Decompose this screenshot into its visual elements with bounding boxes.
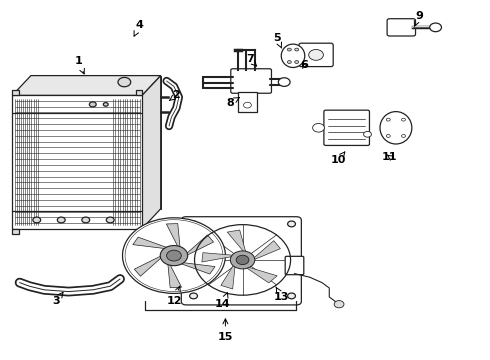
Circle shape — [122, 218, 225, 293]
Polygon shape — [12, 90, 19, 95]
Circle shape — [402, 135, 406, 138]
Circle shape — [386, 118, 390, 121]
Text: 14: 14 — [215, 293, 231, 309]
Text: 15: 15 — [218, 319, 233, 342]
Polygon shape — [142, 76, 161, 229]
Circle shape — [287, 60, 291, 63]
Polygon shape — [168, 264, 181, 288]
Circle shape — [244, 102, 251, 108]
Polygon shape — [31, 76, 161, 209]
Polygon shape — [12, 76, 161, 95]
Ellipse shape — [380, 112, 412, 144]
Polygon shape — [134, 256, 162, 276]
Circle shape — [288, 293, 295, 299]
Text: 5: 5 — [273, 33, 282, 48]
Circle shape — [89, 102, 96, 107]
FancyBboxPatch shape — [181, 217, 301, 305]
Polygon shape — [136, 90, 142, 95]
Text: 1: 1 — [74, 56, 84, 74]
Circle shape — [386, 135, 390, 138]
Text: 9: 9 — [414, 11, 423, 27]
Polygon shape — [136, 229, 142, 234]
Circle shape — [230, 251, 255, 269]
Text: 11: 11 — [382, 152, 397, 162]
Circle shape — [106, 217, 114, 223]
FancyBboxPatch shape — [299, 43, 333, 67]
Text: 8: 8 — [226, 98, 240, 108]
FancyBboxPatch shape — [285, 256, 304, 275]
Polygon shape — [246, 267, 277, 283]
Text: 4: 4 — [134, 20, 144, 36]
Circle shape — [278, 78, 290, 86]
Text: 12: 12 — [166, 286, 182, 306]
Text: 13: 13 — [274, 287, 290, 302]
Circle shape — [313, 123, 324, 132]
Circle shape — [167, 250, 181, 261]
Text: 10: 10 — [330, 152, 346, 165]
Circle shape — [364, 131, 371, 137]
Circle shape — [430, 23, 441, 32]
Polygon shape — [221, 265, 235, 289]
Circle shape — [294, 48, 298, 51]
Text: 6: 6 — [300, 60, 308, 70]
Circle shape — [288, 221, 295, 227]
Circle shape — [334, 301, 344, 308]
FancyBboxPatch shape — [387, 19, 416, 36]
Circle shape — [118, 77, 131, 87]
Polygon shape — [253, 240, 280, 260]
Circle shape — [33, 217, 41, 223]
Polygon shape — [167, 224, 180, 248]
Polygon shape — [180, 262, 215, 274]
Circle shape — [236, 255, 249, 265]
Circle shape — [190, 293, 197, 299]
FancyBboxPatch shape — [324, 110, 369, 145]
Circle shape — [160, 246, 188, 266]
Ellipse shape — [281, 44, 305, 68]
Circle shape — [402, 118, 406, 121]
Text: 3: 3 — [52, 292, 63, 306]
Polygon shape — [227, 230, 246, 252]
Polygon shape — [186, 235, 214, 256]
FancyBboxPatch shape — [231, 69, 271, 93]
Circle shape — [82, 217, 90, 223]
Polygon shape — [12, 229, 19, 234]
Circle shape — [309, 50, 323, 60]
Polygon shape — [133, 237, 168, 249]
Circle shape — [103, 103, 108, 106]
Circle shape — [57, 217, 65, 223]
Circle shape — [294, 60, 298, 63]
Circle shape — [190, 221, 197, 227]
Polygon shape — [238, 92, 257, 112]
Polygon shape — [202, 253, 234, 262]
Circle shape — [287, 48, 291, 51]
Text: 2: 2 — [170, 90, 180, 100]
Text: 7: 7 — [246, 54, 257, 66]
Polygon shape — [12, 95, 142, 229]
